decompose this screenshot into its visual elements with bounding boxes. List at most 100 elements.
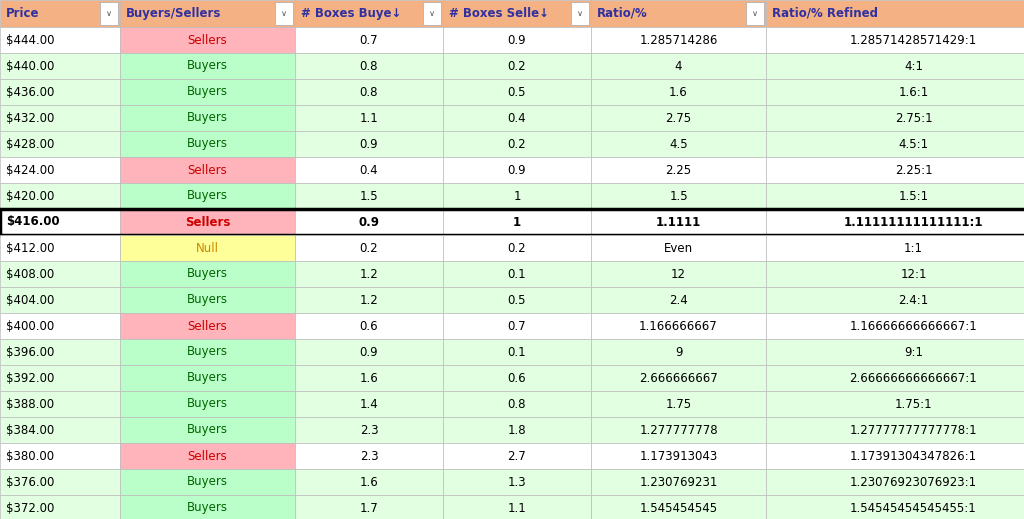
Bar [295,0,443,27]
Text: 2.25: 2.25 [666,163,691,176]
Bar [766,53,1024,79]
Text: Null: Null [196,241,219,254]
Bar [443,261,591,287]
Bar [766,157,1024,183]
Text: 1: 1 [513,189,521,202]
Text: $436.00: $436.00 [6,86,54,99]
Text: 9: 9 [675,346,682,359]
Text: 4.5:1: 4.5:1 [898,138,929,151]
Text: 1.3: 1.3 [508,475,526,488]
Text: Price: Price [6,7,40,20]
Bar [295,417,443,443]
Text: Buyers: Buyers [187,138,228,151]
Text: 1.75:1: 1.75:1 [895,398,932,411]
Text: Buyers: Buyers [187,189,228,202]
Bar [0,443,120,469]
Bar [443,209,591,235]
Bar [591,183,766,209]
Bar [295,183,443,209]
Text: 2.666666667: 2.666666667 [639,372,718,385]
Bar [120,443,295,469]
Text: 1.6:1: 1.6:1 [898,86,929,99]
Bar [120,313,295,339]
Text: 4.5: 4.5 [670,138,688,151]
Text: 1.5:1: 1.5:1 [898,189,929,202]
Bar [766,391,1024,417]
Bar [443,287,591,313]
Text: 0.5: 0.5 [508,294,526,307]
Bar [766,261,1024,287]
Bar [120,261,295,287]
Text: 4: 4 [675,60,682,73]
Text: $380.00: $380.00 [6,449,54,462]
Text: $440.00: $440.00 [6,60,54,73]
Text: 1.4: 1.4 [359,398,379,411]
Text: Sellers: Sellers [187,34,227,47]
Text: 0.9: 0.9 [508,34,526,47]
Bar [295,495,443,519]
Text: 0.9: 0.9 [358,215,380,228]
Text: 2.66666666666667:1: 2.66666666666667:1 [850,372,977,385]
Bar [295,287,443,313]
Text: $400.00: $400.00 [6,320,54,333]
Text: 0.2: 0.2 [508,138,526,151]
Bar [295,469,443,495]
Text: 1.2: 1.2 [359,294,379,307]
Bar [591,235,766,261]
Text: 1.545454545: 1.545454545 [639,501,718,514]
Bar [120,365,295,391]
Bar [295,27,443,53]
Bar [766,469,1024,495]
Text: 0.8: 0.8 [508,398,526,411]
Bar [0,79,120,105]
Bar [591,339,766,365]
Bar [295,79,443,105]
Text: $420.00: $420.00 [6,189,54,202]
Text: $388.00: $388.00 [6,398,54,411]
Text: 2.4:1: 2.4:1 [898,294,929,307]
Text: $444.00: $444.00 [6,34,54,47]
Text: Buyers: Buyers [187,475,228,488]
Bar [591,443,766,469]
Bar [443,365,591,391]
Bar [120,131,295,157]
Bar [766,235,1024,261]
Text: # Boxes Selle↓: # Boxes Selle↓ [449,7,549,20]
Bar [443,157,591,183]
Bar [295,235,443,261]
Text: 1.16666666666667:1: 1.16666666666667:1 [850,320,977,333]
Bar [591,391,766,417]
Bar [443,53,591,79]
Bar [0,495,120,519]
Text: ∨: ∨ [577,9,583,18]
Bar [0,261,120,287]
Text: ∨: ∨ [429,9,435,18]
Bar [443,235,591,261]
Text: 2.75:1: 2.75:1 [895,112,932,125]
Bar [766,0,1024,27]
Bar [0,0,120,27]
Text: 1.54545454545455:1: 1.54545454545455:1 [850,501,977,514]
Text: Even: Even [664,241,693,254]
Bar [295,313,443,339]
Bar [0,157,120,183]
Bar [423,2,441,25]
Text: 0.8: 0.8 [359,60,378,73]
Text: 1.1: 1.1 [508,501,526,514]
Text: 1.23076923076923:1: 1.23076923076923:1 [850,475,977,488]
Bar [120,391,295,417]
Bar [120,235,295,261]
Text: 0.2: 0.2 [359,241,378,254]
Text: 2.3: 2.3 [359,449,378,462]
Bar [120,469,295,495]
Text: 2.4: 2.4 [669,294,688,307]
Text: 1.6: 1.6 [359,372,379,385]
Bar [0,469,120,495]
Bar [766,495,1024,519]
Text: 1.27777777777778:1: 1.27777777777778:1 [850,424,977,436]
Bar [591,105,766,131]
Text: 0.7: 0.7 [508,320,526,333]
Text: Buyers: Buyers [187,86,228,99]
Text: 1.17391304347826:1: 1.17391304347826:1 [850,449,977,462]
Text: $404.00: $404.00 [6,294,54,307]
